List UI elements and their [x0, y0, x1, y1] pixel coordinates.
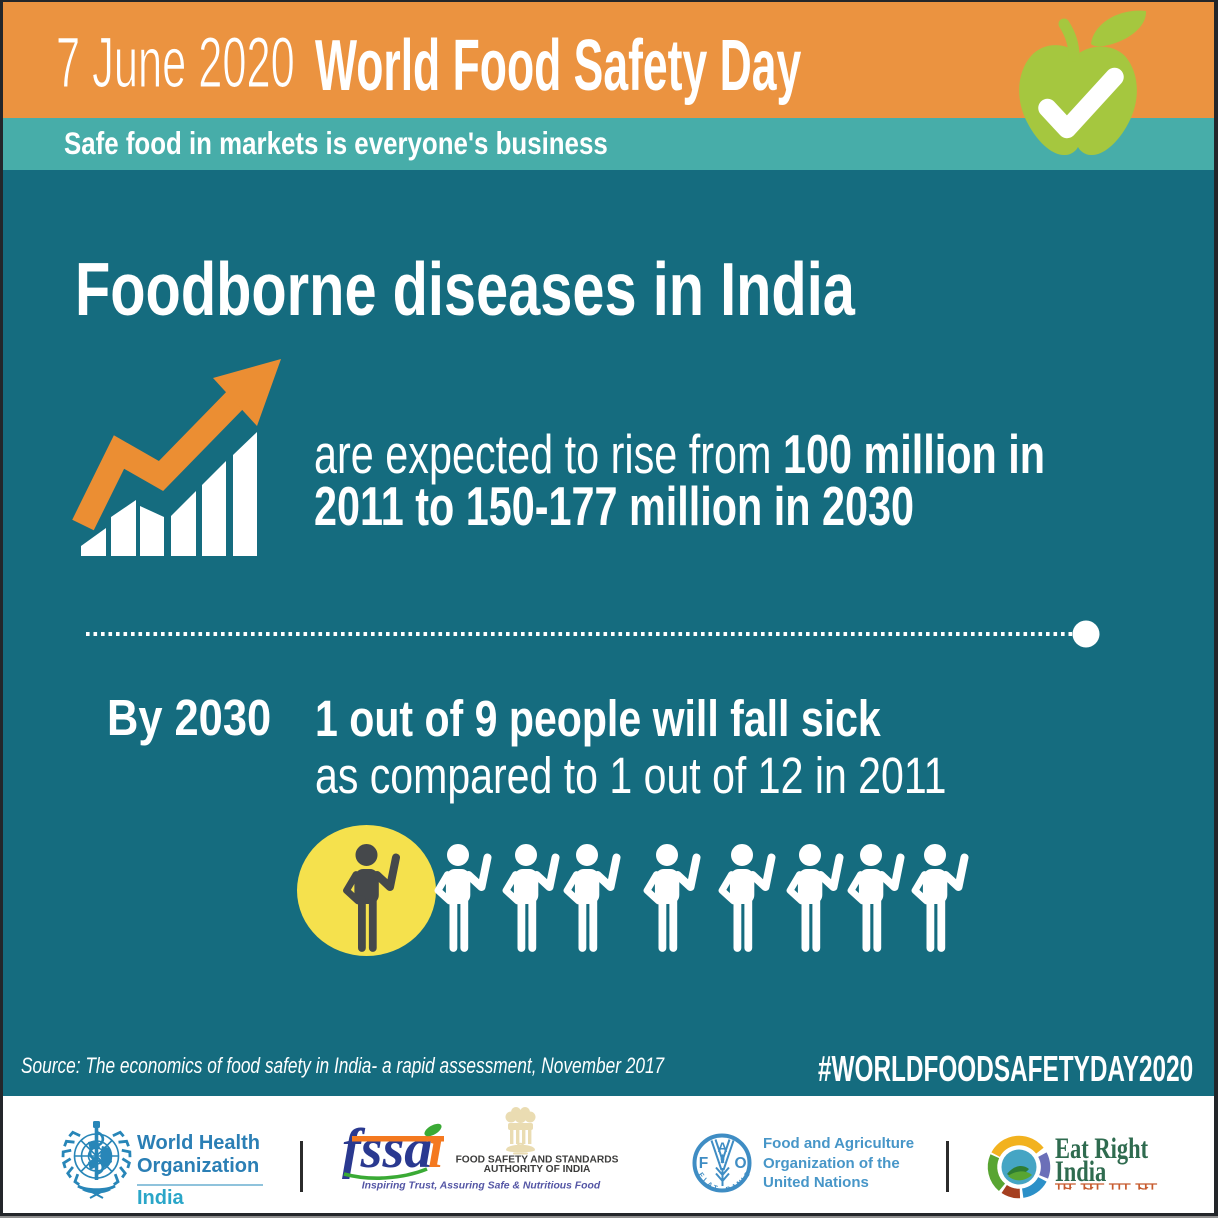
svg-text:Inspiring Trust, Assuring Safe: Inspiring Trust, Assuring Safe & Nutriti… [362, 1181, 601, 1192]
svg-text:A: A [731, 1183, 739, 1191]
svg-text:F: F [697, 1172, 706, 1180]
svg-text:P: P [725, 1186, 731, 1194]
svg-text:FOOD SAFETY AND STANDARDS: FOOD SAFETY AND STANDARDS [456, 1155, 619, 1166]
svg-text:F: F [699, 1155, 708, 1172]
svg-text:I: I [740, 1177, 746, 1183]
svg-text:S: S [743, 1171, 752, 1179]
svg-text:T: T [712, 1185, 719, 1193]
svg-text:N: N [736, 1179, 744, 1188]
svg-text:A: A [705, 1181, 713, 1190]
svg-text:O: O [734, 1155, 746, 1172]
svg-text:fssa: fssa [342, 1118, 432, 1180]
svg-text:AUTHORITY OF INDIA: AUTHORITY OF INDIA [484, 1164, 591, 1175]
svg-text:I: I [701, 1177, 707, 1184]
svg-text:A: A [718, 1140, 728, 1155]
